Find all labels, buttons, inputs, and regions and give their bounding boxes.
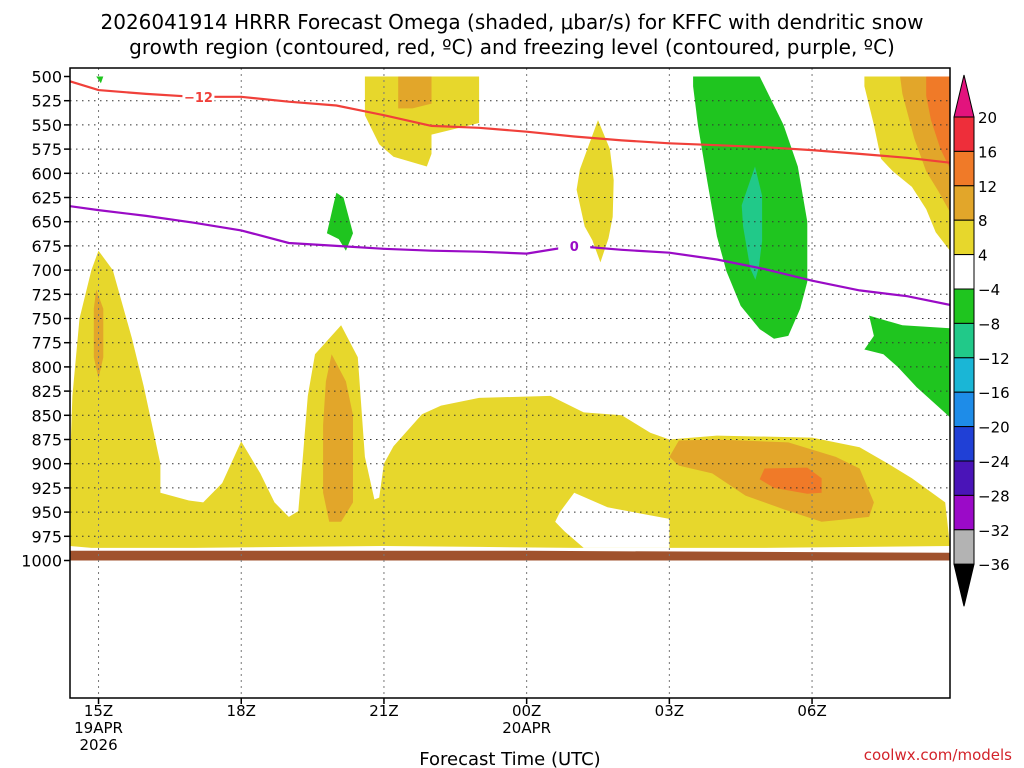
omega-region-13 xyxy=(323,354,353,522)
x-tick-label-24-1: 20APR xyxy=(502,719,551,737)
y-tick-label-800: 800 xyxy=(31,358,62,377)
omega-region-4 xyxy=(741,166,763,280)
contour-labels: −12 0 xyxy=(182,88,591,255)
y-tick-label-700: 700 xyxy=(31,261,62,280)
colorbar: 20 16 12 8 4 −4 −8 −12 −16 −20 −24 −28 −32 −36 xyxy=(953,74,1010,607)
colorbar-label-11: −28 xyxy=(978,487,1010,505)
colorbar-label-10: −24 xyxy=(978,453,1010,471)
colorbar-label-3: 8 xyxy=(978,212,988,230)
y-tick-label-975: 975 xyxy=(31,527,62,546)
colorbar-bottom-arrow xyxy=(953,563,975,607)
chart-title-line2: growth region (contoured, red, ºC) and f… xyxy=(129,35,895,59)
y-tick-label-500: 500 xyxy=(31,68,62,87)
x-tick-label-15-2: 2026 xyxy=(79,736,117,754)
y-tick-label-575: 575 xyxy=(31,140,62,159)
omega-region-14 xyxy=(555,492,670,548)
y-tick-label-775: 775 xyxy=(31,334,62,353)
omega-region-9 xyxy=(326,192,353,251)
omega-region-7 xyxy=(926,76,950,169)
colorbar-top-arrow xyxy=(953,74,975,118)
pressure-axis: 500 525 550 575 600 625 650 675 700 725 750 775 800 8… xyxy=(21,68,70,571)
x-tick-label-24-0: 00Z xyxy=(512,702,541,720)
x-tick-label-18-0: 18Z xyxy=(227,702,256,720)
colorbar-swatch-12 xyxy=(953,529,975,565)
colorbar-label-0: 20 xyxy=(978,109,997,127)
colorbar-swatch-11 xyxy=(953,494,975,531)
colorbar-swatch-8 xyxy=(953,391,975,428)
y-tick-label-900: 900 xyxy=(31,455,62,474)
x-axis-label: Forecast Time (UTC) xyxy=(419,749,600,768)
colorbar-swatch-0 xyxy=(953,116,975,152)
omega-region-1 xyxy=(398,76,432,109)
colorbar-label-7: −12 xyxy=(978,350,1010,368)
omega-region-2 xyxy=(576,120,614,263)
omega-region-10 xyxy=(96,76,104,84)
colorbar-label-5: −4 xyxy=(978,281,1000,299)
x-tick-label-30-0: 06Z xyxy=(797,702,826,720)
x-tick-label-15-0: 15Z xyxy=(84,702,113,720)
colorbar-swatch-3 xyxy=(953,219,975,256)
omega-shading xyxy=(70,76,950,561)
colorbar-swatch-10 xyxy=(953,460,975,496)
y-tick-label-725: 725 xyxy=(31,285,62,304)
contour-label-0: −12 xyxy=(184,91,213,106)
contour-label-bg-1 xyxy=(558,237,591,254)
y-tick-label-825: 825 xyxy=(31,382,62,401)
y-tick-label-650: 650 xyxy=(31,213,62,232)
colorbar-label-4: 4 xyxy=(978,247,988,265)
colorbar-label-2: 12 xyxy=(978,178,997,196)
omega-region-0 xyxy=(364,76,480,167)
x-tick-label-15-1: 19APR xyxy=(74,719,123,737)
colorbar-label-6: −8 xyxy=(978,315,1000,333)
plot-frame xyxy=(69,67,951,699)
credit-text: coolwx.com/models xyxy=(864,746,1012,764)
y-tick-label-600: 600 xyxy=(31,164,62,183)
contour-label-bg-0 xyxy=(182,88,215,105)
contour-label-1: 0 xyxy=(570,240,579,255)
y-tick-label-625: 625 xyxy=(31,189,62,208)
y-tick-label-850: 850 xyxy=(31,406,62,425)
colorbar-swatch-1 xyxy=(953,150,975,187)
y-tick-label-550: 550 xyxy=(31,116,62,135)
chart-title-line1: 2026041914 HRRR Forecast Omega (shaded, … xyxy=(101,10,924,34)
y-tick-label-750: 750 xyxy=(31,310,62,329)
y-tick-label-675: 675 xyxy=(31,237,62,256)
colorbar-label-8: −16 xyxy=(978,384,1010,402)
colorbar-label-1: 16 xyxy=(978,143,997,161)
colorbar-swatch-6 xyxy=(953,322,975,359)
colorbar-swatch-7 xyxy=(953,357,975,393)
x-tick-label-27-0: 03Z xyxy=(655,702,684,720)
colorbar-label-13: −36 xyxy=(978,556,1010,574)
grid xyxy=(70,68,950,698)
omega-region-8 xyxy=(864,315,950,418)
y-tick-label-525: 525 xyxy=(31,92,62,111)
omega-region-16 xyxy=(759,467,822,494)
colorbar-swatch-9 xyxy=(953,426,975,462)
x-tick-label-21-0: 21Z xyxy=(369,702,398,720)
colorbar-label-12: −32 xyxy=(978,522,1010,540)
y-tick-label-925: 925 xyxy=(31,479,62,498)
colorbar-swatch-4 xyxy=(953,254,975,290)
contour-line-1 xyxy=(70,205,950,306)
y-tick-label-1000: 1000 xyxy=(21,552,62,571)
colorbar-swatch-2 xyxy=(953,185,975,221)
omega-region-17 xyxy=(70,550,950,561)
colorbar-label-9: −20 xyxy=(978,419,1010,437)
y-tick-label-950: 950 xyxy=(31,503,62,522)
y-tick-label-875: 875 xyxy=(31,431,62,450)
colorbar-swatch-5 xyxy=(953,288,975,324)
